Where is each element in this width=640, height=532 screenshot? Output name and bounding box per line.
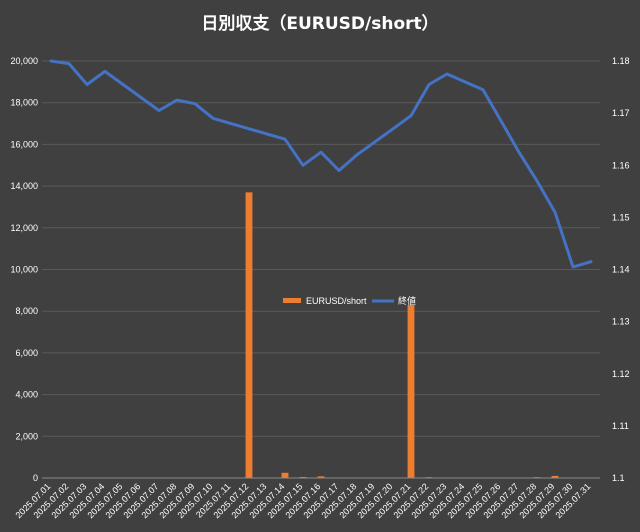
bar [281,472,289,478]
y-tick-label-right: 1.17 [612,108,630,118]
y-tick-label-left: 4,000 [15,390,38,400]
y-tick-label-left: 14,000 [10,181,38,191]
y-tick-label-left: 0 [33,473,38,483]
legend-swatch-bar [283,298,301,303]
legend: EURUSD/short 終値 [283,295,416,306]
bar [317,476,325,478]
legend-label-bar: EURUSD/short [306,296,367,306]
y-tick-label-right: 1.14 [612,265,630,275]
bar [551,475,559,478]
y-tick-label-right: 1.18 [612,56,630,66]
y-axis-right: 1.1 1.11 1.12 1.13 1.14 1.15 1.16 1.17 1.18 [612,56,630,483]
line-series [49,59,593,269]
y-tick-label-right: 1.13 [612,317,630,327]
y-tick-label-right: 1.16 [612,160,630,170]
y-tick-label-left: 18,000 [10,98,38,108]
y-tick-label-left: 10,000 [10,265,38,275]
y-tick-label-left: 6,000 [15,348,38,358]
y-axis-left: 0 2,000 4,000 6,000 8,000 10,000 12,000 14,000 1… [10,56,38,483]
y-tick-label-left: 2,000 [15,431,38,441]
y-tick-label-right: 1.12 [612,369,630,379]
close-price-line [49,59,593,269]
bar [245,192,253,479]
legend-label-line: 終値 [398,295,416,306]
y-tick-label-left: 8,000 [15,306,38,316]
y-tick-label-right: 1.15 [612,212,630,222]
y-tick-label-left: 20,000 [10,56,38,66]
chart-title: 日別収支（EURUSD/short） [201,13,438,34]
y-tick-label-left: 12,000 [10,223,38,233]
bar [407,304,415,478]
gridlines [42,60,600,479]
y-tick-label-left: 16,000 [10,139,38,149]
y-tick-label-right: 1.11 [612,421,629,431]
y-tick-label-right: 1.1 [612,473,625,483]
bar [299,476,307,478]
